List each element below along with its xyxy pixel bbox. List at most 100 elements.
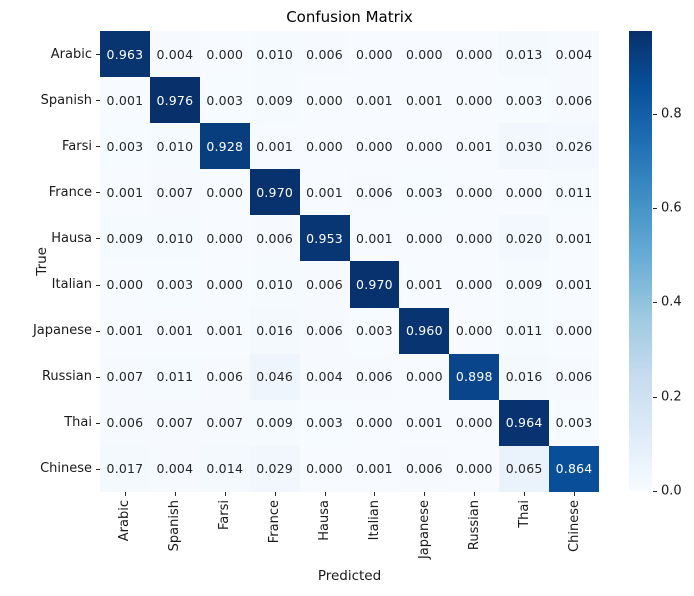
- heatmap-cell: 0.864: [549, 445, 599, 492]
- heatmap-cell: 0.007: [100, 353, 150, 400]
- heatmap-cell: 0.006: [399, 445, 450, 492]
- tick-mark: [96, 469, 100, 470]
- heatmap-cell: 0.000: [299, 123, 350, 170]
- tick-mark: [653, 114, 657, 115]
- x-tick-label: France: [267, 500, 283, 544]
- heatmap-cell: 0.001: [100, 77, 150, 124]
- heatmap-cell: 0.000: [449, 261, 500, 308]
- x-tick-label: Chinese: [566, 500, 582, 552]
- heatmap-cell: 0.000: [449, 307, 500, 354]
- heatmap-cell: 0.000: [449, 31, 500, 78]
- heatmap-cell: 0.000: [199, 31, 250, 78]
- tick-mark: [653, 302, 657, 303]
- tick-mark: [374, 492, 375, 496]
- x-tick-label: Farsi: [217, 500, 233, 530]
- heatmap-cell: 0.011: [499, 307, 550, 354]
- y-tick-label: Russian: [41, 369, 92, 385]
- heatmap-cell: 0.964: [499, 399, 550, 446]
- tick-mark: [125, 492, 126, 496]
- heatmap-cell: 0.000: [199, 215, 250, 262]
- heatmap-cell: 0.000: [399, 123, 450, 170]
- heatmap-cell: 0.009: [499, 261, 550, 308]
- heatmap-cell: 0.006: [549, 77, 599, 124]
- heatmap-cell: 0.016: [499, 353, 550, 400]
- heatmap-cell: 0.970: [249, 169, 300, 216]
- y-tick-label: France: [48, 184, 92, 200]
- heatmap-cell: 0.006: [299, 261, 350, 308]
- colorbar: [629, 31, 652, 491]
- heatmap-cell: 0.001: [349, 77, 400, 124]
- heatmap-cell: 0.000: [399, 215, 450, 262]
- colorbar-tick-label: 0.2: [661, 389, 682, 405]
- heatmap-cell: 0.953: [299, 215, 350, 262]
- heatmap-cell: 0.001: [399, 77, 450, 124]
- colorbar-tick-label: 0.4: [661, 294, 682, 310]
- heatmap-cell: 0.011: [549, 169, 599, 216]
- heatmap-cell: 0.006: [299, 31, 350, 78]
- heatmap-cell: 0.898: [449, 353, 500, 400]
- y-tick-label: Hausa: [51, 230, 92, 246]
- y-tick-label: Chinese: [40, 461, 92, 477]
- heatmap-cell: 0.010: [249, 261, 300, 308]
- heatmap-cell: 0.016: [249, 307, 300, 354]
- heatmap-cell: 0.029: [249, 445, 300, 492]
- tick-mark: [225, 492, 226, 496]
- heatmap-cell: 0.009: [100, 215, 150, 262]
- y-tick-label: Farsi: [62, 138, 92, 154]
- heatmap-cell: 0.007: [149, 169, 200, 216]
- heatmap-cell: 0.030: [499, 123, 550, 170]
- heatmap-cell: 0.001: [249, 123, 300, 170]
- heatmap-cell: 0.970: [349, 261, 400, 308]
- heatmap-cell: 0.010: [149, 215, 200, 262]
- tick-mark: [96, 54, 100, 55]
- tick-mark: [275, 492, 276, 496]
- heatmap-cell: 0.001: [100, 169, 150, 216]
- tick-mark: [653, 491, 657, 492]
- tick-mark: [96, 146, 100, 147]
- heatmap-cell: 0.004: [299, 353, 350, 400]
- heatmap-cell: 0.003: [499, 77, 550, 124]
- heatmap-cell: 0.011: [149, 353, 200, 400]
- tick-mark: [325, 492, 326, 496]
- heatmap-cell: 0.001: [100, 307, 150, 354]
- heatmap-cell: 0.003: [100, 123, 150, 170]
- heatmap-cell: 0.001: [149, 307, 200, 354]
- heatmap-cell: 0.006: [249, 215, 300, 262]
- heatmap-cell: 0.000: [349, 123, 400, 170]
- tick-mark: [96, 377, 100, 378]
- heatmap-cell: 0.000: [299, 445, 350, 492]
- heatmap-cell: 0.001: [399, 261, 450, 308]
- tick-mark: [574, 492, 575, 496]
- heatmap-cell: 0.007: [149, 399, 200, 446]
- heatmap-cell: 0.007: [199, 399, 250, 446]
- colorbar-tick-label: 0.6: [661, 200, 682, 216]
- heatmap-cell: 0.003: [399, 169, 450, 216]
- y-tick-label: Arabic: [50, 46, 92, 62]
- x-tick-label: Arabic: [117, 500, 133, 542]
- heatmap-cell: 0.006: [100, 399, 150, 446]
- y-tick-label: Japanese: [32, 323, 92, 339]
- x-axis-label: Predicted: [317, 568, 382, 584]
- x-tick-label: Thai: [516, 500, 532, 528]
- heatmap-cell: 0.013: [499, 31, 550, 78]
- heatmap-cell: 0.004: [149, 31, 200, 78]
- heatmap-cell: 0.010: [149, 123, 200, 170]
- heatmap-cell: 0.976: [149, 77, 200, 124]
- heatmap-cell: 0.006: [349, 169, 400, 216]
- heatmap-cell: 0.960: [399, 307, 450, 354]
- heatmap-cell: 0.006: [299, 307, 350, 354]
- heatmap-cell: 0.010: [249, 31, 300, 78]
- heatmap-cell: 0.000: [449, 215, 500, 262]
- x-tick-label: Hausa: [317, 500, 333, 541]
- y-tick-label: Spanish: [40, 92, 92, 108]
- heatmap-cell: 0.928: [199, 123, 250, 170]
- heatmap-cell: 0.000: [549, 307, 599, 354]
- heatmap-cell: 0.000: [449, 445, 500, 492]
- heatmap-cell: 0.000: [100, 261, 150, 308]
- heatmap-cell: 0.001: [349, 445, 400, 492]
- heatmap-cell: 0.963: [100, 31, 150, 78]
- heatmap-cell: 0.004: [549, 31, 599, 78]
- heatmap-cell: 0.009: [249, 399, 300, 446]
- colorbar-tick-label: 0.0: [661, 483, 682, 499]
- y-tick-label: Italian: [51, 277, 92, 293]
